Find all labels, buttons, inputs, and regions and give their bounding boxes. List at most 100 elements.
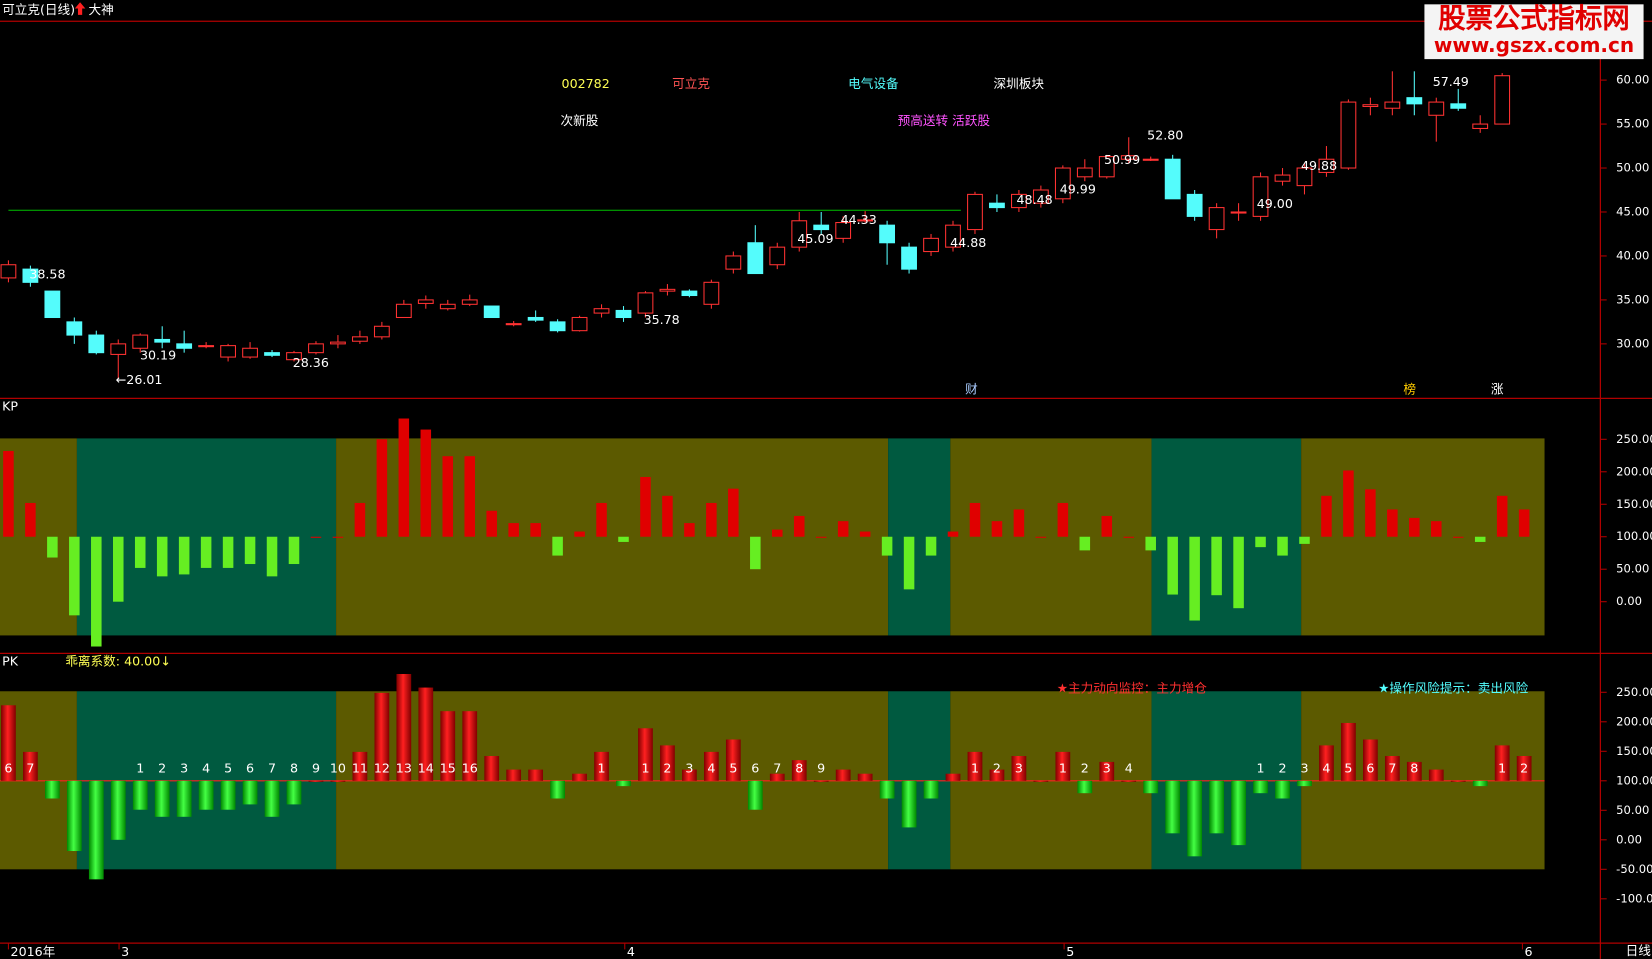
bar (112, 536, 124, 602)
count-label: 9 (817, 761, 825, 776)
bar (530, 523, 541, 537)
price-label: 52.80 (1147, 128, 1183, 143)
bar (220, 780, 236, 810)
y-tick-label: 60.00 (1616, 73, 1649, 87)
watermark-box (1424, 4, 1644, 60)
count-label: 4 (202, 761, 210, 776)
candle-body (351, 336, 368, 342)
bar (747, 780, 763, 810)
signal-note: ★操作风险提示：卖出风险 (1378, 681, 1529, 696)
candle-body (1274, 174, 1291, 182)
bar (706, 502, 717, 537)
bar (596, 502, 607, 537)
y-tick-label: 30.00 (1616, 336, 1649, 350)
candle-body (1450, 103, 1467, 109)
bar (418, 687, 434, 781)
count-label: 7 (268, 761, 276, 776)
bar (1187, 780, 1203, 857)
bar (947, 531, 959, 537)
bar (1384, 756, 1400, 781)
bar (420, 429, 432, 537)
candle-body (330, 341, 346, 345)
y-tick-label: 40.00 (1616, 248, 1649, 262)
bar (857, 773, 873, 781)
bar (91, 536, 102, 647)
count-label: 7 (773, 761, 781, 776)
bar (1, 705, 16, 781)
y-tick-label: 150.00 (1616, 744, 1652, 758)
candle-body (308, 343, 324, 354)
price-label: 38.58 (29, 267, 65, 282)
bar (1033, 780, 1049, 782)
bar (1321, 495, 1332, 537)
y-tick-label: 150.00 (1616, 497, 1652, 511)
bar (1363, 739, 1378, 781)
watermark-url: www.gszx.com.cn (1434, 33, 1634, 57)
candle-body (615, 309, 632, 319)
count-label: 8 (290, 761, 298, 776)
bar (506, 769, 522, 781)
bar (200, 536, 212, 568)
event-marker: 榜 (1403, 381, 1416, 396)
bar (178, 536, 190, 575)
bar (1253, 780, 1268, 794)
event-marker: 财 (965, 381, 978, 396)
bar (815, 536, 827, 538)
candle-body (505, 323, 522, 326)
count-label: 3 (1015, 761, 1023, 776)
bar (244, 536, 256, 565)
bar (508, 523, 519, 537)
bar (1297, 780, 1312, 787)
y-tick-label: 55.00 (1616, 117, 1649, 131)
y-tick-label: 50.00 (1616, 803, 1649, 817)
bar (288, 536, 300, 565)
bar (1057, 502, 1069, 537)
count-label: 3 (685, 761, 693, 776)
bar (1277, 536, 1288, 556)
bar (1409, 517, 1420, 537)
y-tick-label: 50.00 (1616, 562, 1649, 576)
bar (1452, 536, 1464, 538)
candle-body (593, 308, 610, 314)
y-tick-label: 200.00 (1616, 464, 1652, 478)
bar (1145, 536, 1156, 551)
candle-body (1252, 176, 1269, 217)
watermark-title: 股票公式指标网 (1438, 4, 1630, 35)
y-tick-label: 100.00 (1616, 773, 1652, 787)
candle-body (154, 338, 171, 343)
count-label: 1 (1257, 761, 1265, 776)
candle-body (286, 352, 302, 361)
candle-body (0, 264, 17, 279)
bar (88, 780, 104, 880)
count-label: 7 (1388, 761, 1396, 776)
bar (572, 773, 587, 781)
stock-code: 002782 (562, 76, 610, 91)
bar (1077, 780, 1093, 794)
bar (574, 531, 585, 537)
candle-body (1296, 167, 1313, 187)
bar (47, 536, 58, 558)
candle-body (1120, 155, 1137, 160)
bar (242, 780, 258, 805)
candle-body (1142, 158, 1159, 161)
bar (1387, 509, 1398, 537)
bar (1211, 536, 1222, 596)
count-label: 16 (462, 761, 478, 776)
bar (1055, 751, 1071, 781)
candle-body (703, 281, 720, 305)
bar (835, 769, 851, 781)
bar (1099, 761, 1115, 781)
panel-subtitle: 乖离系数: 40.00↓ (65, 653, 171, 668)
candle-body (1384, 101, 1401, 109)
y-tick-label: 35.00 (1616, 292, 1649, 306)
bar (837, 521, 849, 537)
candle-body (44, 290, 61, 319)
bar (750, 536, 761, 570)
bar (286, 780, 302, 805)
bar (25, 502, 36, 537)
bar (330, 780, 346, 782)
bar (969, 502, 981, 537)
candle-body (967, 193, 983, 231)
candle-body (373, 325, 390, 338)
candle-body (22, 268, 39, 283)
